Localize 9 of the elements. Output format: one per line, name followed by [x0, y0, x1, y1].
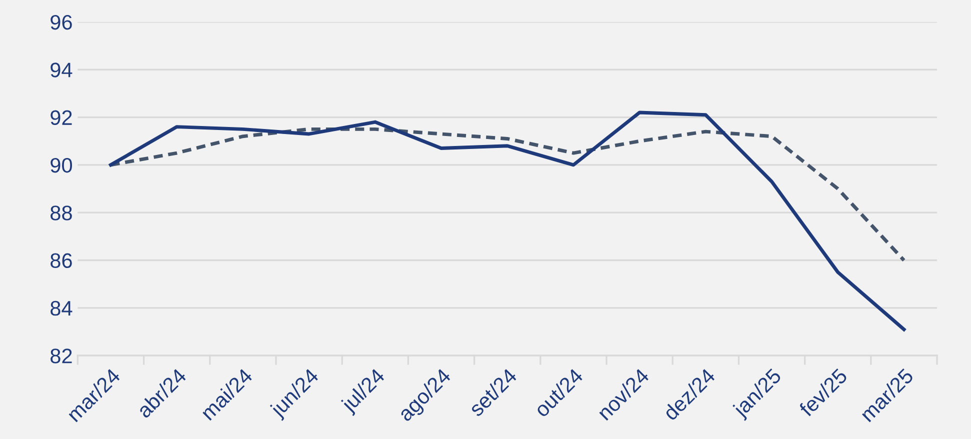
y-tick-label: 82 [50, 348, 72, 364]
y-tick-label: 90 [50, 158, 72, 173]
y-tick-label: 88 [50, 206, 72, 220]
y-tick-label: 84 [50, 300, 72, 316]
line-series [108, 110, 906, 332]
y-tick-label: 96 [50, 14, 72, 30]
y-tick-label: 94 [50, 62, 72, 78]
y-tick-label: 86 [50, 253, 72, 268]
y-tick-label: 92 [50, 110, 72, 126]
